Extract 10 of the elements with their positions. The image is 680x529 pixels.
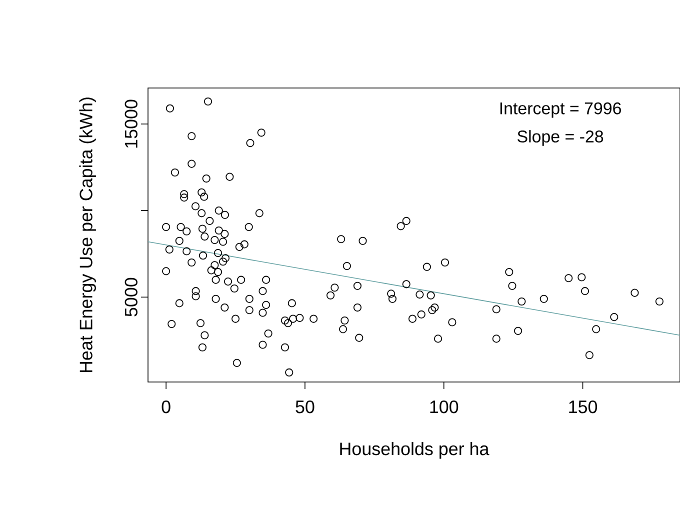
annotation: Slope = -28 [518,130,604,146]
x-tick-label: 0 [162,400,170,414]
y-axis-title: Heat Energy Use per Capita (kWh) [79,98,96,372]
x-tick-label: 50 [296,400,314,414]
annotation: Intercept = 7996 [500,102,621,118]
x-tick-label: 150 [569,400,598,414]
x-tick-label: 100 [430,400,458,414]
x-axis-title: Households per ha [340,442,490,459]
y-tick-label: 15000 [124,100,138,148]
y-tick-label: 5000 [124,278,138,316]
